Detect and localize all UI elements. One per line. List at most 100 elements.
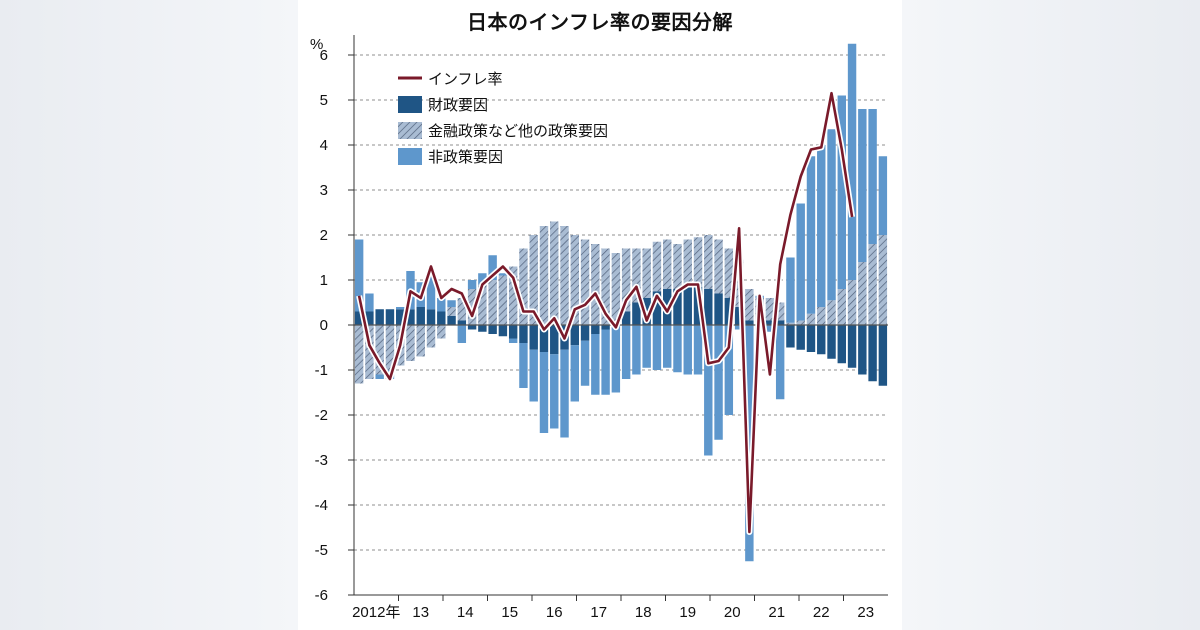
x-tick-label: 13	[412, 604, 429, 621]
nonpolicy-bar	[570, 345, 579, 402]
monetary-bar	[775, 302, 785, 321]
fiscal-bar	[683, 284, 692, 325]
fiscal-bar	[817, 325, 826, 355]
monetary-bar	[868, 244, 877, 325]
fiscal-bar	[519, 325, 528, 343]
fiscal-bar	[570, 325, 579, 346]
fiscal-bar	[652, 291, 662, 325]
nonpolicy-bar	[632, 325, 641, 375]
fiscal-bar	[508, 325, 518, 339]
fiscal-bar	[847, 325, 857, 368]
fiscal-bar	[765, 320, 775, 325]
monetary-bar	[673, 244, 682, 289]
fiscal-bar	[426, 309, 436, 325]
fiscal-bar	[775, 320, 785, 325]
monetary-bar	[365, 325, 374, 379]
monetary-bar	[591, 244, 600, 325]
fiscal-bar	[457, 320, 467, 325]
monetary-bar	[704, 235, 713, 289]
fiscal-bar	[704, 289, 713, 325]
monetary-bar	[786, 322, 795, 325]
nonpolicy-bar	[447, 300, 456, 307]
monetary-bar	[765, 298, 775, 321]
legend-label: 非政策要因	[428, 149, 503, 166]
monetary-bar	[529, 235, 538, 325]
inflation-line	[357, 91, 854, 534]
fiscal-bar	[580, 325, 590, 341]
monetary-bar	[519, 248, 528, 325]
nonpolicy-bar	[878, 156, 888, 235]
monetary-bar	[642, 248, 651, 298]
monetary-bar	[437, 325, 446, 339]
nonpolicy-bar	[591, 334, 600, 395]
fiscal-bar	[724, 298, 734, 325]
monetary-bar	[632, 248, 641, 303]
x-tick-label: 2012年	[352, 604, 400, 621]
y-tick-label: 0	[320, 317, 328, 334]
nonpolicy-bar	[601, 329, 610, 395]
monetary-bar	[560, 226, 569, 325]
monetary-bar	[498, 275, 508, 325]
fiscal-bar	[529, 325, 538, 350]
nonpolicy-bar	[837, 95, 846, 289]
fiscal-bar	[375, 309, 384, 325]
monetary-bar	[827, 300, 836, 325]
fiscal-bar	[437, 311, 446, 325]
fiscal-bar	[591, 325, 600, 334]
y-tick-label: 6	[320, 47, 328, 64]
fiscal-bar	[416, 307, 425, 325]
nonpolicy-bar	[817, 145, 826, 307]
nonpolicy-bar	[775, 325, 785, 400]
fiscal-bar	[673, 289, 682, 325]
fiscal-bar	[827, 325, 836, 359]
nonpolicy-bar	[560, 349, 569, 438]
nonpolicy-bar	[396, 307, 405, 310]
nonpolicy-bar	[365, 293, 374, 312]
legend-swatch	[398, 96, 422, 113]
nonpolicy-bar	[765, 325, 775, 332]
monetary-bar	[878, 235, 888, 325]
monetary-bar	[683, 239, 692, 285]
y-tick-label: 1	[320, 272, 328, 289]
nonpolicy-bar	[529, 349, 538, 402]
nonpolicy-bar	[642, 325, 651, 368]
x-tick-label: 21	[768, 604, 785, 621]
monetary-bar	[580, 239, 590, 325]
monetary-bar	[858, 262, 867, 325]
y-tick-label: -3	[315, 452, 328, 469]
x-tick-label: 20	[724, 604, 741, 621]
y-tick-label: 4	[320, 137, 328, 154]
nonpolicy-bar	[693, 325, 703, 375]
monetary-bar	[714, 239, 723, 294]
nonpolicy-bar	[652, 325, 662, 370]
fiscal-bar	[868, 325, 877, 382]
monetary-bar	[406, 325, 415, 361]
nonpolicy-bar	[508, 338, 518, 343]
fiscal-bar	[406, 309, 415, 325]
nonpolicy-bar	[796, 203, 805, 321]
y-tick-label: 3	[320, 182, 328, 199]
monetary-bar	[652, 241, 662, 292]
x-tick-label: 22	[813, 604, 830, 621]
legend-swatch	[398, 122, 422, 139]
fiscal-bar	[396, 309, 405, 325]
nonpolicy-bar	[437, 298, 446, 312]
y-axis-unit-label: %	[310, 36, 323, 53]
nonpolicy-bar	[550, 354, 559, 429]
monetary-bar	[570, 235, 579, 325]
monetary-bar	[416, 325, 425, 357]
fiscal-bar	[786, 325, 795, 348]
nonpolicy-bar	[734, 325, 744, 330]
fiscal-bar	[621, 311, 631, 325]
monetary-bar	[837, 289, 846, 325]
nonpolicy-bar	[673, 325, 682, 373]
monetary-bar	[806, 313, 816, 325]
nonpolicy-bar	[858, 109, 867, 262]
nonpolicy-bar	[786, 257, 795, 323]
fiscal-bar	[447, 316, 456, 325]
fiscal-bar	[365, 311, 374, 325]
x-tick-label: 18	[635, 604, 652, 621]
monetary-bar	[550, 221, 559, 325]
